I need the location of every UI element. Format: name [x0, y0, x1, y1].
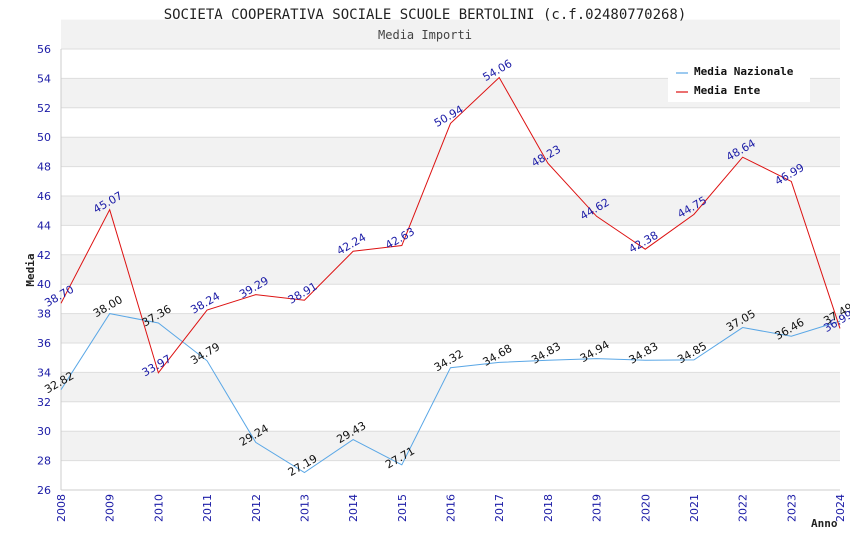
y-tick-26: 26: [37, 484, 51, 497]
x-tick-2013: 2013: [298, 494, 311, 522]
legend: Media Nazionale Media Ente: [668, 60, 810, 102]
series-lines: [60, 76, 841, 474]
y-tick-56: 56: [37, 43, 51, 56]
x-axis-label: Anno: [811, 517, 838, 530]
x-tick-2012: 2012: [250, 494, 263, 522]
y-axis-label: Media: [24, 253, 37, 286]
data-label-media-nazionale-2020: 34.83: [627, 340, 661, 367]
x-tick-2014: 2014: [347, 494, 360, 522]
y-tick-42: 42: [37, 249, 51, 262]
plot-background-bands: [61, 19, 840, 461]
x-tick-2017: 2017: [493, 494, 506, 522]
band-4: [61, 196, 840, 226]
data-label-media-ente-2020: 42.38: [627, 229, 661, 256]
data-label-media-nazionale-2017: 34.68: [481, 342, 515, 369]
x-tick-2016: 2016: [445, 494, 458, 522]
chart-subtitle: Media Importi: [378, 28, 472, 42]
legend-label-media-nazionale: Media Nazionale: [694, 65, 794, 78]
y-tick-50: 50: [37, 131, 51, 144]
y-tick-52: 52: [37, 102, 51, 115]
x-tick-2011: 2011: [201, 494, 214, 522]
band-7: [61, 19, 840, 49]
y-tick-54: 54: [37, 72, 51, 85]
band-2: [61, 313, 840, 343]
y-tick-48: 48: [37, 161, 51, 174]
x-tick-2021: 2021: [688, 494, 701, 522]
x-tick-2019: 2019: [591, 494, 604, 522]
x-tick-2010: 2010: [152, 494, 165, 522]
y-tick-40: 40: [37, 278, 51, 291]
y-tick-28: 28: [37, 455, 51, 468]
band-1: [61, 372, 840, 402]
data-label-media-ente-2015: 42.63: [383, 225, 417, 252]
y-tick-32: 32: [37, 396, 51, 409]
legend-label-media-ente: Media Ente: [694, 84, 761, 97]
band-0: [61, 431, 840, 461]
y-tick-38: 38: [37, 308, 51, 321]
x-tick-2020: 2020: [639, 494, 652, 522]
y-tick-30: 30: [37, 425, 51, 438]
chart-title: SOCIETA COOPERATIVA SOCIALE SCUOLE BERTO…: [164, 7, 687, 23]
x-tick-2024: 2024: [834, 494, 847, 522]
x-tick-2008: 2008: [55, 494, 68, 522]
x-tick-2023: 2023: [785, 494, 798, 522]
data-label-media-nazionale-2011: 34.79: [188, 340, 222, 367]
x-tick-2022: 2022: [737, 494, 750, 522]
y-tick-44: 44: [37, 219, 51, 232]
band-5: [61, 137, 840, 167]
data-label-media-nazionale-2018: 34.83: [529, 340, 563, 367]
band-3: [61, 254, 840, 285]
series-line-media-nazionale: [60, 313, 841, 474]
x-tick-labels: 2008 2009 2010 2011 2012 2013 2014 2015 2016 2017…: [55, 494, 847, 522]
legend-box: [668, 60, 810, 102]
y-tick-46: 46: [37, 190, 51, 203]
series-line-media-ente: [60, 76, 841, 374]
y-tick-labels: 26 28 30 32 34 36 38 40 42 44 46 48 50 52 54 56: [37, 43, 51, 497]
x-tick-2015: 2015: [396, 494, 409, 522]
x-tick-2009: 2009: [104, 494, 117, 522]
y-tick-36: 36: [37, 337, 51, 350]
y-tick-34: 34: [37, 366, 51, 379]
axes: [60, 49, 840, 491]
x-tick-2018: 2018: [542, 494, 555, 522]
